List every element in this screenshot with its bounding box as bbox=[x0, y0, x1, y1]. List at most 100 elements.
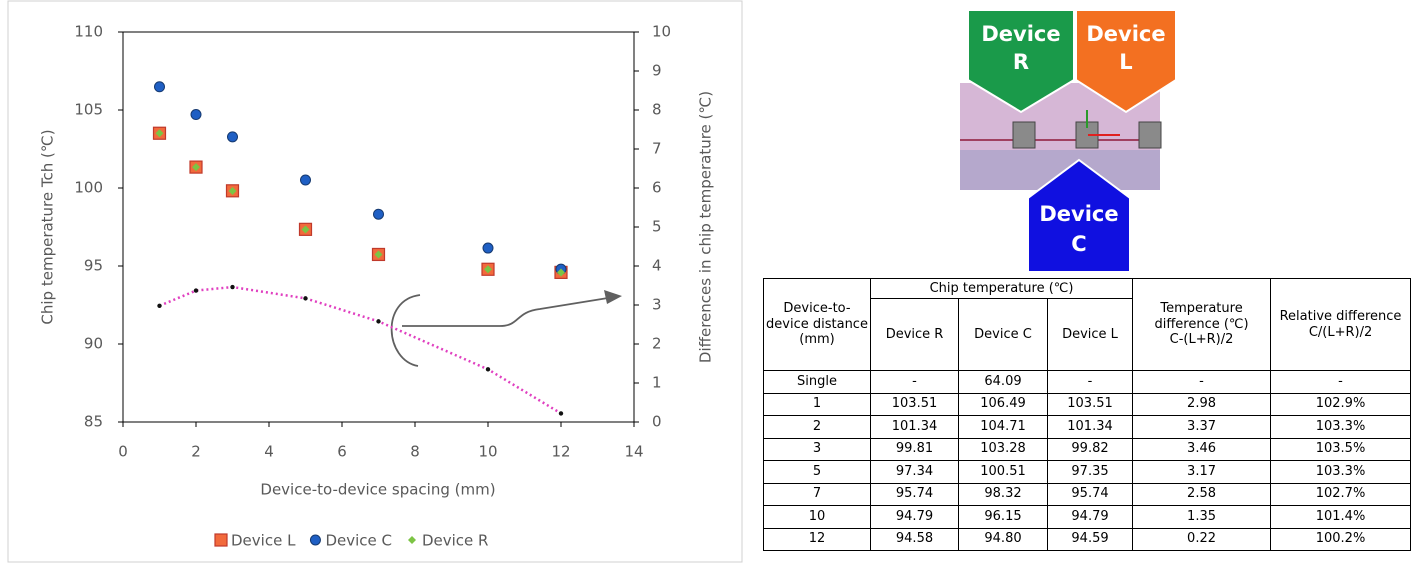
x-axis-label: Device-to-device spacing (mm) bbox=[260, 481, 495, 499]
cell-text: Temperature difference (℃) bbox=[1154, 301, 1248, 332]
legend-marker bbox=[310, 535, 320, 545]
table-cell: Temperature difference (℃)C-(L+R)/2 bbox=[1133, 279, 1271, 371]
table-cell: 99.82 bbox=[1048, 438, 1133, 461]
cell-text: 103.5% bbox=[1316, 441, 1366, 456]
y2-tick-label: 8 bbox=[652, 101, 662, 119]
table-cell: 103.28 bbox=[959, 438, 1048, 461]
table-cell: 101.34 bbox=[871, 416, 959, 439]
cell-text: 3.46 bbox=[1187, 441, 1216, 456]
page: Device-to-device spacing (mm) Chip tempe… bbox=[0, 0, 1414, 563]
node-label: Device bbox=[1086, 22, 1165, 46]
cell-text: 95.74 bbox=[1071, 486, 1108, 501]
x-tick-label: 2 bbox=[191, 443, 201, 461]
x-tick-label: 14 bbox=[624, 443, 643, 461]
table-cell: 106.49 bbox=[959, 393, 1048, 416]
marker bbox=[155, 82, 165, 92]
cell-text: 106.49 bbox=[980, 396, 1026, 411]
marker bbox=[157, 304, 161, 308]
cell-text: 101.4% bbox=[1316, 509, 1366, 524]
table-cell: Device R bbox=[871, 299, 959, 371]
marker bbox=[194, 288, 198, 292]
marker bbox=[559, 411, 563, 415]
cell-text: 10 bbox=[809, 509, 826, 524]
y2-tick-label: 6 bbox=[652, 179, 662, 197]
table-cell: 0.22 bbox=[1133, 528, 1271, 551]
y-tick-label: 105 bbox=[74, 101, 103, 119]
cell-text: Device-to-device distance (mm) bbox=[766, 301, 868, 347]
y2-tick-label: 1 bbox=[652, 374, 662, 392]
table-cell: 1 bbox=[764, 393, 871, 416]
y2-tick-label: 3 bbox=[652, 296, 662, 314]
cell-text: 0.22 bbox=[1187, 531, 1216, 546]
marker bbox=[376, 319, 380, 323]
chip bbox=[1013, 122, 1035, 148]
table-cell: 2.58 bbox=[1133, 483, 1271, 506]
legend-label: Device R bbox=[422, 532, 489, 550]
table-cell: 5 bbox=[764, 461, 871, 484]
arrow-head bbox=[604, 290, 622, 304]
table-cell: - bbox=[1133, 371, 1271, 394]
table-cell: 1.35 bbox=[1133, 506, 1271, 529]
table-row: Device-to-device distance (mm)Chip tempe… bbox=[764, 279, 1411, 299]
table-cell: 94.79 bbox=[871, 506, 959, 529]
cell-text: 2.58 bbox=[1187, 486, 1216, 501]
cell-text: 3 bbox=[813, 441, 821, 456]
node-sub: C bbox=[1071, 232, 1086, 256]
table-row: Single-64.09--- bbox=[764, 371, 1411, 394]
cell-text: 100.2% bbox=[1316, 531, 1366, 546]
table-cell: 102.7% bbox=[1271, 483, 1411, 506]
legend-label: Device C bbox=[325, 532, 392, 550]
chart-frame bbox=[8, 1, 742, 562]
cell-text: 3.17 bbox=[1187, 464, 1216, 479]
table-cell: 103.51 bbox=[1048, 393, 1133, 416]
table-cell: 103.3% bbox=[1271, 461, 1411, 484]
table-cell: 94.80 bbox=[959, 528, 1048, 551]
table-cell: 103.51 bbox=[871, 393, 959, 416]
annotation bbox=[392, 290, 622, 366]
table-row: 795.7498.3295.742.58102.7% bbox=[764, 483, 1411, 506]
table-row: 5 97.34 100.51 97.35 3.17 103.3% bbox=[764, 461, 1411, 484]
table-cell: Device L bbox=[1048, 299, 1133, 371]
table-cell: - bbox=[1271, 371, 1411, 394]
node-label: Device bbox=[1039, 202, 1118, 226]
table-row: 1103.51106.49103.512.98102.9% bbox=[764, 393, 1411, 416]
marker bbox=[228, 132, 238, 142]
table-cell: Device-to-device distance (mm) bbox=[764, 279, 871, 371]
cell-text: - bbox=[912, 374, 917, 389]
cell-text: 95.74 bbox=[896, 486, 933, 501]
annotation-ellipse bbox=[392, 295, 420, 366]
cell-text: Device R bbox=[886, 327, 944, 342]
cell-text: 97.35 bbox=[1071, 464, 1108, 479]
cell-text: 97.34 bbox=[896, 464, 933, 479]
table-cell: 3.17 bbox=[1133, 461, 1271, 484]
data-table: Device-to-device distance (mm)Chip tempe… bbox=[763, 278, 1411, 551]
node-label: Device bbox=[981, 22, 1060, 46]
cell-text: 3.37 bbox=[1187, 419, 1216, 434]
cell-text: 103.51 bbox=[892, 396, 938, 411]
marker bbox=[303, 296, 307, 300]
cell-text: 100.51 bbox=[980, 464, 1026, 479]
table-cell: 3 bbox=[764, 438, 871, 461]
cell-text: Single bbox=[797, 374, 837, 389]
table-cell: 2.98 bbox=[1133, 393, 1271, 416]
y-tick-label: 85 bbox=[84, 413, 103, 431]
y-tick-label: 100 bbox=[74, 179, 103, 197]
cell-text: 94.59 bbox=[1071, 531, 1108, 546]
y2-tick-label: 4 bbox=[652, 257, 662, 275]
cell-text: 101.34 bbox=[892, 419, 938, 434]
table-cell: 99.81 bbox=[871, 438, 959, 461]
table-cell: 101.4% bbox=[1271, 506, 1411, 529]
table-cell: 103.3% bbox=[1271, 416, 1411, 439]
table-cell: 94.79 bbox=[1048, 506, 1133, 529]
cell-text: 94.79 bbox=[896, 509, 933, 524]
cell-text: 2.98 bbox=[1187, 396, 1216, 411]
table-cell: - bbox=[1048, 371, 1133, 394]
cell-text: 96.15 bbox=[984, 509, 1021, 524]
y2-tick-label: 5 bbox=[652, 218, 662, 236]
cell-text: 64.09 bbox=[984, 374, 1021, 389]
table-cell: 94.58 bbox=[871, 528, 959, 551]
cell-text: 94.79 bbox=[1071, 509, 1108, 524]
marker bbox=[191, 110, 201, 120]
y2-tick-label: 9 bbox=[652, 62, 662, 80]
marker bbox=[486, 367, 490, 371]
